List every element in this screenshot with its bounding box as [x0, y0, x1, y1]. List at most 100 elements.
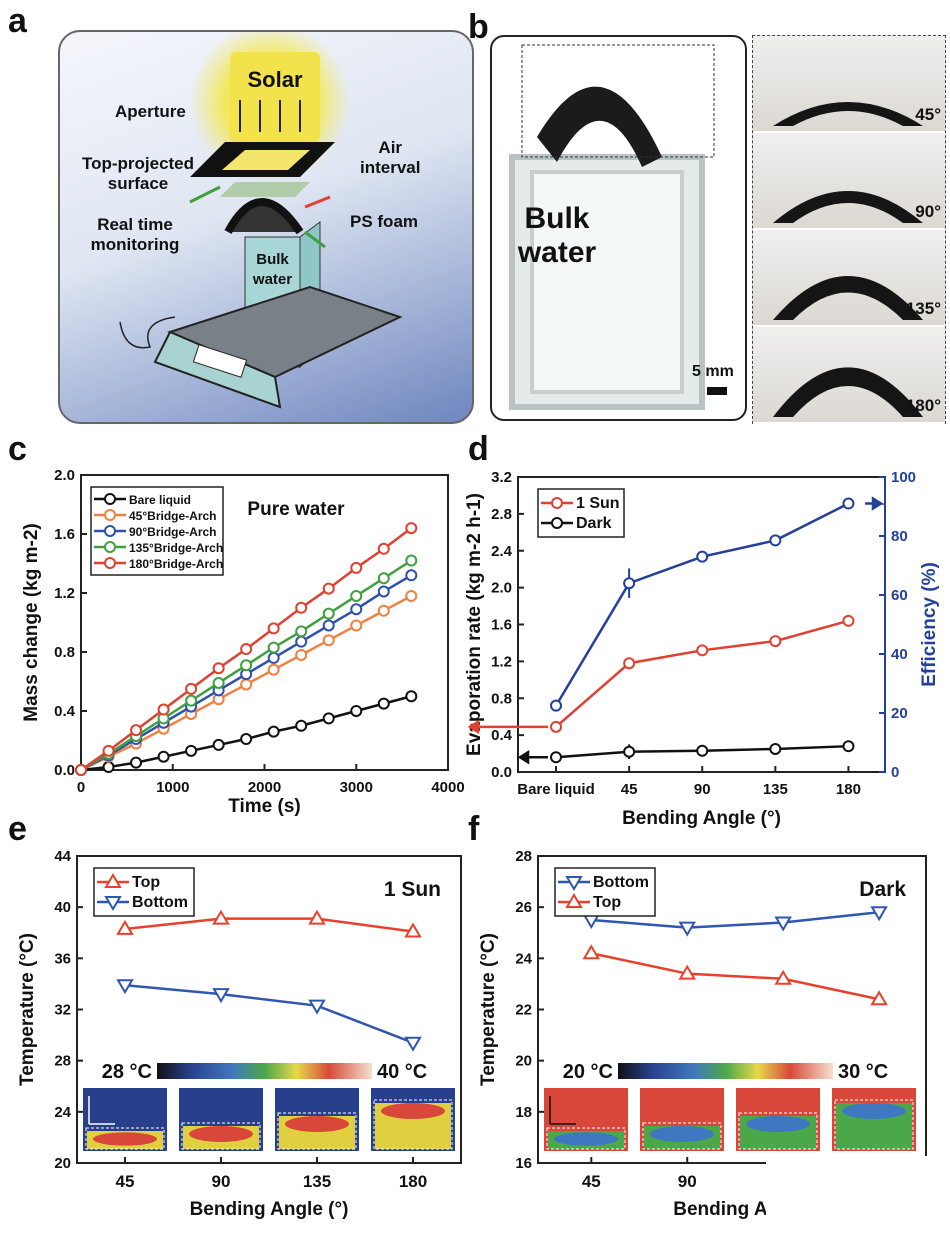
aperture-label: Aperture	[115, 102, 186, 121]
data-point	[295, 648, 308, 661]
real-time-monitoring-label: Real time monitoring	[90, 215, 180, 254]
y-tick-label: 0.4	[54, 703, 76, 720]
data-point	[774, 916, 792, 932]
data-point	[350, 561, 363, 574]
data-point	[769, 742, 782, 755]
data-point	[842, 740, 855, 753]
series-line-0	[591, 911, 880, 929]
x-tick-label: 180	[836, 781, 861, 798]
y-axis-label: Mass change (kg m-2)	[21, 523, 42, 722]
data-point	[405, 522, 418, 535]
data-point	[322, 607, 335, 620]
data-point	[623, 745, 636, 758]
data-point	[623, 657, 636, 670]
panel-label-c: c	[8, 430, 27, 468]
y-tick-label: 28	[54, 1053, 71, 1070]
data-point	[267, 622, 280, 635]
legend-label: Top	[132, 874, 160, 891]
y-right-tick-label: 60	[891, 587, 908, 604]
x-tick-label: 90	[212, 1172, 231, 1191]
x-tick-label: 90	[678, 1172, 697, 1191]
colorbar-max-label: 40 °C	[377, 1061, 427, 1083]
sample-outline	[834, 1099, 914, 1150]
sample-outline	[373, 1099, 453, 1150]
thermal-hotspot	[381, 1103, 445, 1119]
ps-foam-label: PS foam	[350, 212, 419, 231]
thermal-hotspot	[842, 1103, 906, 1119]
series-line-0	[555, 619, 849, 728]
data-point	[322, 582, 335, 595]
data-point	[405, 589, 418, 602]
y-tick-label: 2.4	[491, 543, 513, 560]
data-point	[240, 659, 253, 672]
x-axis-label: Bending Angle (°)	[190, 1199, 349, 1220]
legend-label: 90°Bridge-Arch	[129, 525, 217, 539]
data-point	[295, 601, 308, 614]
data-point	[240, 733, 253, 746]
inset-angle-label: 90°	[915, 202, 941, 221]
top-projected-surface-label: Top-projected surface	[81, 154, 195, 193]
y-axis-label: Temperature (°C)	[478, 933, 499, 1086]
x-tick-label: 135	[763, 781, 788, 798]
data-point	[295, 719, 308, 732]
chart-title: Dark	[859, 878, 906, 901]
thermal-hotspot	[189, 1126, 253, 1142]
y-right-tick-label: 40	[891, 646, 908, 663]
x-tick-label: 1000	[156, 779, 189, 796]
data-point	[404, 1036, 422, 1052]
y-axis-label: Evaporation rate (kg m-2 h-1)	[464, 493, 485, 756]
white-crop-overlay	[766, 1156, 950, 1236]
sunlight-arrows	[239, 100, 301, 132]
legend-marker	[104, 525, 116, 537]
data-point	[267, 651, 280, 664]
x-tick-label: 45	[116, 1172, 135, 1191]
colorbar	[618, 1063, 833, 1079]
data-point	[377, 542, 390, 555]
data-point	[295, 625, 308, 638]
y-right-tick-label: 100	[891, 469, 916, 486]
data-point	[295, 635, 308, 648]
bridge-arch-sample	[537, 86, 662, 167]
inset-photo-1: 90°	[753, 133, 945, 230]
x-tick-label: 4000	[431, 779, 464, 796]
panel-label-e: e	[8, 810, 27, 848]
data-point	[322, 619, 335, 632]
data-point	[870, 906, 888, 922]
series-line-1	[124, 983, 414, 1044]
legend-label: Bare liquid	[129, 493, 191, 507]
x-tick-label: 2000	[248, 779, 281, 796]
legend-label: Bottom	[132, 894, 188, 911]
y-tick-label: 0.0	[491, 764, 512, 781]
legend	[537, 488, 625, 538]
data-point	[377, 604, 390, 617]
y-tick-label: 0.0	[54, 762, 75, 779]
inset-photo-0: 45°	[753, 36, 945, 133]
data-point	[212, 738, 225, 751]
data-point	[550, 751, 563, 764]
data-point	[267, 641, 280, 654]
x-axis-label: Bending Angle (°)	[622, 808, 781, 829]
y-tick-label: 1.6	[491, 617, 512, 634]
x-tick-label: 90	[694, 781, 711, 798]
scale-bar-label: 5 mm	[692, 363, 734, 380]
y-tick-label: 1.2	[491, 653, 512, 670]
data-point	[116, 979, 134, 995]
x-tick-label: 45	[621, 781, 638, 798]
data-point	[102, 761, 115, 774]
data-point	[405, 569, 418, 582]
photo-panel: Bulk water 5 mm	[490, 35, 747, 421]
bridge-arch-evaporator	[224, 198, 304, 235]
legend-marker	[104, 493, 116, 505]
y-right-tick-label: 0	[891, 764, 899, 781]
x-tick-label: 135	[303, 1172, 331, 1191]
data-point	[267, 663, 280, 676]
y-tick-label: 2.0	[491, 580, 512, 597]
data-point	[322, 712, 335, 725]
data-point	[350, 589, 363, 602]
colorbar-max-label: 30 °C	[838, 1061, 888, 1083]
scale-bar	[707, 387, 727, 395]
colorbar	[157, 1063, 372, 1079]
data-point	[308, 999, 326, 1015]
y-tick-label: 20	[54, 1155, 71, 1172]
